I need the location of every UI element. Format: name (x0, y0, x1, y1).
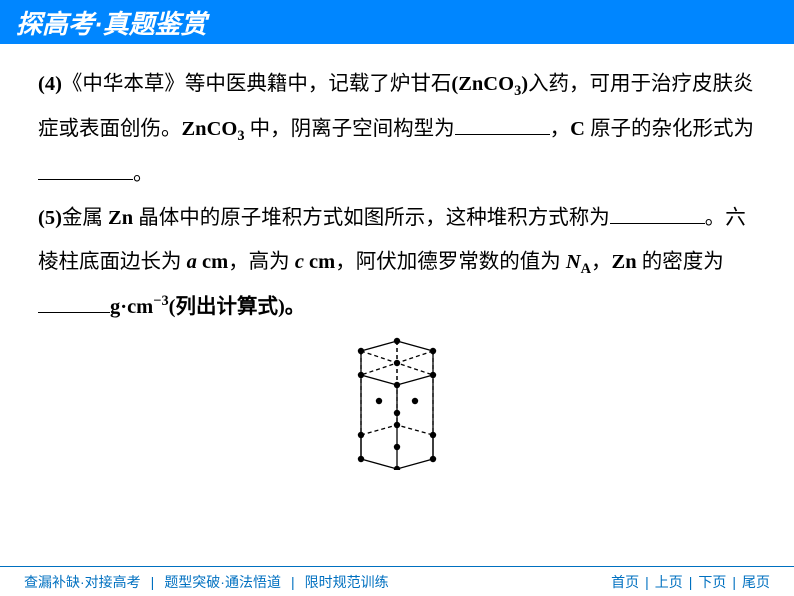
q5-text2: 晶体中的原子堆积方式如图所示，这种堆积方式称为 (133, 207, 610, 229)
q5-text1: 金属 (62, 207, 108, 229)
q4-text4: ， (550, 118, 571, 140)
q5-c: c (295, 251, 304, 273)
q4-text5: 原子的杂化形式为 (585, 118, 754, 140)
q5-unit-g: g·cm (110, 296, 153, 318)
q4-c: C (570, 118, 585, 140)
footer-link-methods[interactable]: 题型突破·通法悟道 (164, 572, 281, 592)
q4-text1: 《中华本草》等中医典籍中，记载了炉甘石 (62, 73, 452, 95)
blank-1 (455, 114, 550, 135)
q4-number: (4) (38, 73, 62, 95)
q5-na-n: N (566, 251, 581, 273)
nav-prev-page[interactable]: 上页 (655, 572, 683, 592)
q5-text8: (列出计算式)。 (169, 296, 306, 318)
q4-formula2-sub: 3 (237, 128, 244, 144)
separator-icon: | (645, 574, 649, 590)
blank-2 (38, 159, 133, 180)
q5-unit-exp: −3 (153, 293, 168, 309)
separator-icon: | (732, 574, 736, 590)
question-4: (4)《中华本草》等中医典籍中，记载了炉甘石(ZnCO3)入药，可用于治疗皮肤炎… (38, 62, 756, 196)
q5-text5: ，阿伏加德罗常数的值为 (335, 251, 566, 273)
separator-icon: | (291, 574, 295, 590)
header-bar: 探高考·真题鉴赏 (0, 0, 794, 44)
q5-zn2: Zn (612, 251, 637, 273)
content-area: (4)《中华本草》等中医典籍中，记载了炉甘石(ZnCO3)入药，可用于治疗皮肤炎… (0, 44, 794, 470)
header-title: 探高考·真题鉴赏 (16, 4, 207, 41)
blank-3 (610, 203, 705, 224)
footer-nav: 查漏补缺·对接高考 | 题型突破·通法悟道 | 限时规范训练 首页 | 上页 |… (0, 566, 794, 596)
diagram-container (38, 335, 756, 470)
q4-text3: 中，阴离子空间构型为 (245, 118, 455, 140)
nav-first-page[interactable]: 首页 (611, 572, 639, 592)
q5-na-a: A (581, 261, 591, 277)
hexagonal-prism-icon (332, 335, 462, 470)
q5-number: (5) (38, 207, 62, 229)
footer-link-training[interactable]: 限时规范训练 (305, 572, 389, 592)
nav-next-page[interactable]: 下页 (698, 572, 726, 592)
q4-text6: 。 (133, 163, 154, 185)
separator-icon: | (151, 574, 155, 590)
footer-left-group: 查漏补缺·对接高考 | 题型突破·通法悟道 | 限时规范训练 (24, 572, 389, 592)
question-5: (5)金属 Zn 晶体中的原子堆积方式如图所示，这种堆积方式称为。六棱柱底面边长… (38, 196, 756, 329)
footer-link-fill-gaps[interactable]: 查漏补缺·对接高考 (24, 572, 141, 592)
blank-4 (38, 292, 110, 313)
q5-cm1: cm (197, 251, 228, 273)
q5-text4: ，高为 (228, 251, 295, 273)
nav-last-page[interactable]: 尾页 (742, 572, 770, 592)
q5-text7: 的密度为 (637, 251, 724, 273)
q4-formula2a: ZnCO (182, 118, 238, 140)
q4-formula1a: (ZnCO (451, 73, 514, 95)
separator-icon: | (689, 574, 693, 590)
q5-a: a (187, 251, 197, 273)
q5-text6: ， (591, 251, 612, 273)
q5-zn: Zn (108, 207, 133, 229)
footer-right-group: 首页 | 上页 | 下页 | 尾页 (611, 572, 770, 592)
q5-cm2: cm (304, 251, 335, 273)
